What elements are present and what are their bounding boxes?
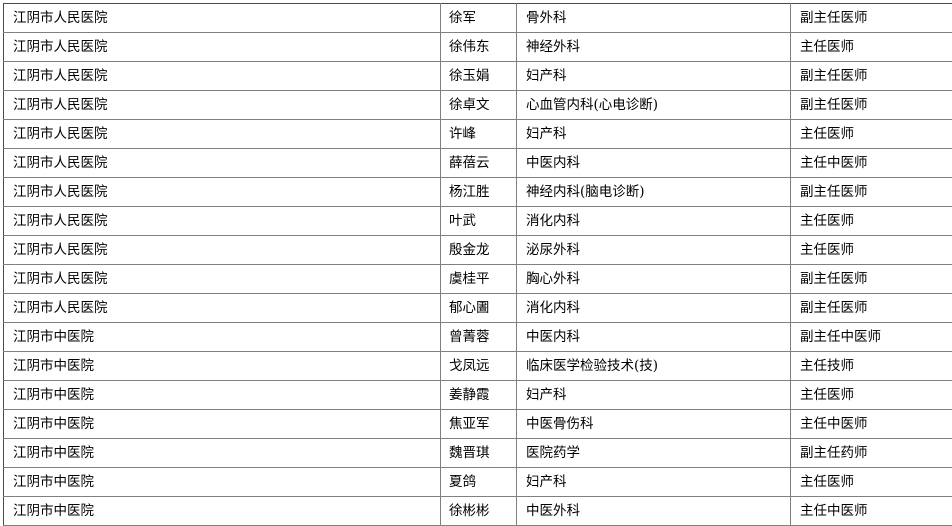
cell-hospital: 江阴市中医院 (4, 352, 441, 381)
cell-department: 消化内科 (517, 294, 791, 323)
cell-department: 泌尿外科 (517, 236, 791, 265)
cell-name: 叶武 (441, 207, 517, 236)
cell-name: 徐卓文 (441, 91, 517, 120)
cell-hospital: 江阴市人民医院 (4, 294, 441, 323)
cell-hospital: 江阴市人民医院 (4, 178, 441, 207)
table-row: 江阴市中医院焦亚军中医骨伤科主任中医师 (4, 410, 952, 439)
cell-name: 徐伟东 (441, 33, 517, 62)
cell-title: 主任医师 (791, 381, 952, 410)
cell-name: 姜静霞 (441, 381, 517, 410)
table-row: 江阴市人民医院徐军骨外科副主任医师 (4, 4, 952, 33)
cell-name: 曾菁蓉 (441, 323, 517, 352)
table-row: 江阴市人民医院徐卓文心血管内科(心电诊断)副主任医师 (4, 91, 952, 120)
cell-title: 副主任医师 (791, 178, 952, 207)
table-row: 江阴市人民医院许峰妇产科主任医师 (4, 120, 952, 149)
cell-hospital: 江阴市人民医院 (4, 120, 441, 149)
cell-department: 医院药学 (517, 439, 791, 468)
cell-department: 神经外科 (517, 33, 791, 62)
cell-department: 临床医学检验技术(技) (517, 352, 791, 381)
cell-title: 主任医师 (791, 207, 952, 236)
cell-department: 胸心外科 (517, 265, 791, 294)
cell-title: 主任医师 (791, 468, 952, 497)
table-row: 江阴市人民医院薛蓓云中医内科主任中医师 (4, 149, 952, 178)
cell-title: 副主任医师 (791, 91, 952, 120)
table-row: 江阴市人民医院虞桂平胸心外科副主任医师 (4, 265, 952, 294)
cell-hospital: 江阴市人民医院 (4, 91, 441, 120)
cell-hospital: 江阴市中医院 (4, 323, 441, 352)
doctor-roster-body: 江阴市人民医院徐军骨外科副主任医师江阴市人民医院徐伟东神经外科主任医师江阴市人民… (4, 4, 952, 526)
cell-name: 殷金龙 (441, 236, 517, 265)
table-row: 江阴市中医院夏鸽妇产科主任医师 (4, 468, 952, 497)
cell-hospital: 江阴市人民医院 (4, 4, 441, 33)
cell-title: 副主任中医师 (791, 323, 952, 352)
cell-department: 中医骨伤科 (517, 410, 791, 439)
cell-title: 主任医师 (791, 236, 952, 265)
cell-department: 消化内科 (517, 207, 791, 236)
cell-hospital: 江阴市中医院 (4, 381, 441, 410)
cell-title: 副主任医师 (791, 4, 952, 33)
cell-department: 妇产科 (517, 381, 791, 410)
cell-name: 郁心圕 (441, 294, 517, 323)
table-row: 江阴市人民医院杨江胜神经内科(脑电诊断)副主任医师 (4, 178, 952, 207)
cell-hospital: 江阴市人民医院 (4, 207, 441, 236)
cell-hospital: 江阴市人民医院 (4, 33, 441, 62)
cell-name: 徐彬彬 (441, 497, 517, 526)
cell-title: 主任技师 (791, 352, 952, 381)
table-row: 江阴市人民医院郁心圕消化内科副主任医师 (4, 294, 952, 323)
cell-name: 杨江胜 (441, 178, 517, 207)
cell-name: 夏鸽 (441, 468, 517, 497)
cell-title: 副主任医师 (791, 294, 952, 323)
table-row: 江阴市中医院曾菁蓉中医内科副主任中医师 (4, 323, 952, 352)
table-row: 江阴市人民医院徐伟东神经外科主任医师 (4, 33, 952, 62)
cell-department: 妇产科 (517, 468, 791, 497)
cell-name: 徐玉娟 (441, 62, 517, 91)
cell-department: 妇产科 (517, 62, 791, 91)
cell-name: 虞桂平 (441, 265, 517, 294)
table-row: 江阴市中医院戈凤远临床医学检验技术(技)主任技师 (4, 352, 952, 381)
table-row: 江阴市中医院魏晋琪医院药学副主任药师 (4, 439, 952, 468)
cell-department: 中医内科 (517, 149, 791, 178)
table-row: 江阴市人民医院殷金龙泌尿外科主任医师 (4, 236, 952, 265)
cell-name: 魏晋琪 (441, 439, 517, 468)
cell-hospital: 江阴市中医院 (4, 410, 441, 439)
cell-hospital: 江阴市中医院 (4, 439, 441, 468)
cell-hospital: 江阴市中医院 (4, 468, 441, 497)
cell-title: 主任中医师 (791, 497, 952, 526)
cell-department: 妇产科 (517, 120, 791, 149)
table-row: 江阴市中医院徐彬彬中医外科主任中医师 (4, 497, 952, 526)
cell-hospital: 江阴市人民医院 (4, 236, 441, 265)
cell-hospital: 江阴市中医院 (4, 497, 441, 526)
table-row: 江阴市人民医院徐玉娟妇产科副主任医师 (4, 62, 952, 91)
cell-name: 焦亚军 (441, 410, 517, 439)
cell-title: 主任中医师 (791, 410, 952, 439)
cell-department: 骨外科 (517, 4, 791, 33)
table-row: 江阴市人民医院叶武消化内科主任医师 (4, 207, 952, 236)
cell-name: 许峰 (441, 120, 517, 149)
cell-title: 主任医师 (791, 33, 952, 62)
cell-hospital: 江阴市人民医院 (4, 149, 441, 178)
cell-title: 主任医师 (791, 120, 952, 149)
cell-hospital: 江阴市人民医院 (4, 265, 441, 294)
cell-title: 主任中医师 (791, 149, 952, 178)
cell-title: 副主任医师 (791, 265, 952, 294)
cell-department: 神经内科(脑电诊断) (517, 178, 791, 207)
cell-title: 副主任药师 (791, 439, 952, 468)
cell-name: 徐军 (441, 4, 517, 33)
cell-department: 心血管内科(心电诊断) (517, 91, 791, 120)
cell-name: 戈凤远 (441, 352, 517, 381)
cell-department: 中医内科 (517, 323, 791, 352)
cell-hospital: 江阴市人民医院 (4, 62, 441, 91)
table-row: 江阴市中医院姜静霞妇产科主任医师 (4, 381, 952, 410)
cell-name: 薛蓓云 (441, 149, 517, 178)
cell-department: 中医外科 (517, 497, 791, 526)
cell-title: 副主任医师 (791, 62, 952, 91)
doctor-roster-table: 江阴市人民医院徐军骨外科副主任医师江阴市人民医院徐伟东神经外科主任医师江阴市人民… (3, 3, 952, 526)
